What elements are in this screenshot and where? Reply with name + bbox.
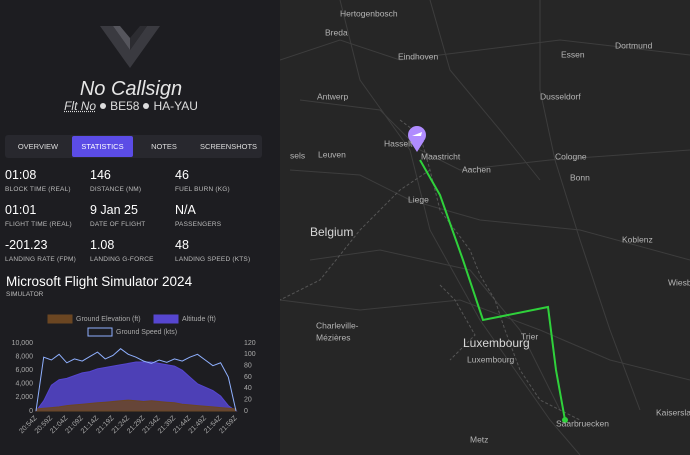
tab-bar: OVERVIEW STATISTICS NOTES SCREENSHOTS	[5, 135, 262, 158]
simulator-label: SIMULATOR	[6, 291, 44, 298]
logo	[100, 26, 160, 68]
city-label: Liege	[408, 194, 429, 204]
registration: HA-YAU	[153, 99, 198, 113]
city-label: Breda	[325, 27, 348, 37]
legend-swatch	[87, 327, 113, 337]
stat-label: LANDING SPEED (KTS)	[175, 256, 251, 263]
city-label: Trier	[521, 331, 538, 341]
city-label: Charleville-	[316, 320, 359, 330]
city-label: Kaiserslautern	[656, 407, 690, 417]
city-label: Maastricht	[421, 151, 461, 161]
region-label: Belgium	[310, 225, 353, 239]
stat-value: -201.23	[5, 238, 48, 252]
tab[interactable]: OVERVIEW	[17, 142, 59, 151]
y2-tick-label: 40	[244, 385, 252, 392]
x-tick-label: 21:59Z	[218, 414, 239, 435]
y-tick-label: 10,000	[12, 340, 34, 347]
y2-tick-label: 100	[244, 351, 256, 358]
city-label: sels	[290, 150, 305, 160]
chart: 0 2,000 4,000 6,000 8,000 10,000 0 20 40 60 80 100 1…	[12, 314, 256, 435]
stat-value: 46	[175, 168, 189, 182]
simulator-value: Microsoft Flight Simulator 2024	[6, 274, 193, 289]
city-label: Essen	[561, 49, 585, 59]
city-label: Mézières	[316, 332, 350, 342]
stat-label: PASSENGERS	[175, 221, 222, 228]
stat-value: 9 Jan 25	[90, 203, 138, 217]
stat-label: DISTANCE (NM)	[90, 186, 142, 193]
speed-line	[35, 348, 237, 412]
legend-label: Ground Elevation (ft)	[76, 316, 141, 323]
city-label: Saarbruecken	[556, 418, 609, 428]
city-label: Eindhoven	[398, 51, 438, 61]
stat-value: 48	[175, 238, 189, 252]
y2-tick-label: 80	[244, 363, 252, 370]
legend-swatch	[153, 314, 179, 324]
y-tick-label: 0	[29, 408, 33, 415]
city-label: Koblenz	[622, 234, 653, 244]
stat-label: LANDING RATE (FPM)	[5, 256, 77, 263]
stat-value: 1.08	[90, 238, 115, 252]
stat-value: 146	[90, 168, 111, 182]
map: Hertogenbosch Breda Eindhoven Essen Dortmund…	[280, 0, 690, 455]
city-label: Dortmund	[615, 40, 653, 50]
stat-label: DATE OF FLIGHT	[90, 221, 146, 228]
y-tick-label: 8,000	[15, 353, 33, 360]
y-tick-label: 2,000	[15, 394, 33, 401]
y2-tick-label: 0	[244, 408, 248, 415]
legend-swatch	[47, 314, 73, 324]
city-label: Aachen	[462, 164, 491, 174]
tab[interactable]: NOTES	[151, 142, 177, 151]
city-label: Wiesb	[668, 277, 690, 287]
city-label: Metz	[470, 434, 488, 444]
flight-panel: No Callsign Flt No BE58 HA-YAU OVERVIEW STA…	[0, 0, 280, 455]
callsign: No Callsign	[79, 78, 183, 100]
stat-label: FLIGHT TIME (REAL)	[5, 221, 72, 228]
flight-line: Flt No BE58 HA-YAU	[0, 99, 262, 113]
flight-prefix: Flt No	[64, 99, 97, 113]
city-label: Hasselt	[384, 138, 413, 148]
city-label: Bonn	[570, 172, 590, 182]
legend-label: Ground Speed (kts)	[116, 329, 177, 336]
stat-value: 01:08	[5, 168, 37, 182]
y-tick-label: 6,000	[15, 367, 33, 374]
city-label: Hertogenbosch	[340, 8, 398, 18]
area	[34, 361, 238, 412]
stat-value: 01:01	[5, 203, 37, 217]
area	[35, 399, 237, 412]
region-label: Luxembourg	[463, 336, 530, 350]
route	[419, 159, 566, 421]
legend-label: Altitude (ft)	[182, 316, 216, 323]
city-label: Luxembourg	[467, 354, 515, 364]
stat-label: BLOCK TIME (REAL)	[5, 186, 71, 193]
stat-label: FUEL BURN (KG)	[175, 186, 230, 193]
stat-value: N/A	[175, 203, 196, 217]
y-tick-label: 4,000	[15, 381, 33, 388]
tab[interactable]: SCREENSHOTS	[199, 142, 258, 151]
stat-label: LANDING G-FORCE	[90, 256, 154, 263]
city-label: Antwerp	[317, 91, 348, 101]
y2-tick-label: 120	[244, 340, 256, 347]
tab[interactable]: STATISTICS	[72, 136, 133, 157]
city-label: Leuven	[318, 149, 346, 159]
airport-marker	[408, 126, 426, 152]
y2-tick-label: 20	[244, 397, 252, 404]
flight-number: BE58	[110, 99, 140, 113]
city-label: Cologne	[555, 151, 587, 161]
y2-tick-label: 60	[244, 374, 252, 381]
city-label: Dusseldorf	[540, 91, 581, 101]
